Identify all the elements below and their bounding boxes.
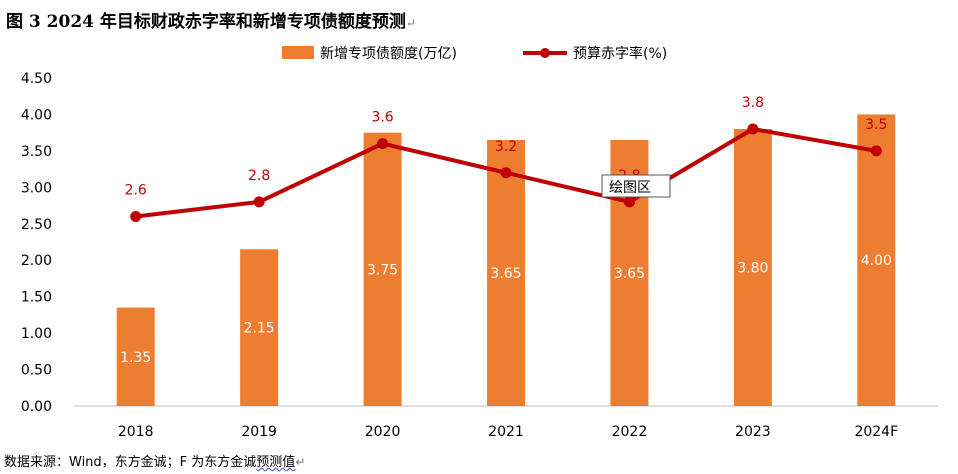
plot-area-tooltip: 绘图区 (601, 174, 671, 198)
bar-data-label: 4.00 (861, 253, 892, 269)
bar-data-label: 1.35 (120, 350, 151, 366)
line-point (253, 196, 265, 208)
source-prefix: 数据来源：Wind，东方金诚；F 为东方金诚 (4, 455, 257, 470)
bar-data-label: 2.15 (244, 321, 275, 337)
bar (487, 139, 525, 406)
bar (733, 129, 772, 406)
bar-data-label: 3.65 (614, 266, 645, 282)
line-point (130, 210, 142, 222)
legend-label-bar: 新增专项债额度(万亿) (320, 46, 457, 62)
legend-swatch-bar (282, 46, 314, 59)
y-tick-label: 3.00 (21, 180, 52, 196)
line-point (500, 167, 512, 179)
bar-data-label: 3.75 (367, 262, 398, 278)
bar (240, 249, 279, 406)
y-tick-label: 0.50 (21, 363, 52, 379)
line-point (747, 123, 759, 135)
paragraph-mark-icon: ↵ (405, 16, 416, 30)
bar-data-label: 3.80 (737, 261, 768, 277)
x-tick-label: 2022 (612, 424, 648, 440)
chart-area[interactable]: 新增专项债额度(万亿) 预算赤字率(%) 0.00 0.50 1.00 1.50 2.0… (0, 34, 958, 444)
source-underlined: 预测值 (256, 455, 296, 470)
x-tick-label: 2019 (241, 424, 277, 440)
line-data-label: 2.8 (248, 168, 270, 184)
y-tick-label: 1.00 (21, 326, 52, 342)
chart-svg: 新增专项债额度(万亿) 预算赤字率(%) 0.00 0.50 1.00 1.50 2.0… (21, 45, 938, 440)
bar-labels: 1.35 2.15 3.75 3.65 3.65 3.80 4.00 (120, 253, 892, 366)
y-tick-label: 0.00 (21, 399, 52, 415)
y-tick-label: 1.50 (21, 290, 52, 306)
bar (857, 114, 896, 406)
x-axis: 2018 2019 2020 2021 2022 2023 2024F (118, 424, 898, 440)
tooltip-text: 绘图区 (609, 180, 651, 196)
x-tick-label: 2018 (118, 424, 154, 440)
x-tick-label: 2023 (735, 424, 771, 440)
y-tick-label: 2.50 (21, 217, 52, 233)
y-tick-label: 3.50 (21, 144, 52, 160)
y-tick-label: 4.00 (21, 107, 52, 123)
y-tick-label: 4.50 (21, 71, 52, 87)
bar-series (116, 114, 896, 406)
line-data-label: 3.2 (495, 139, 517, 155)
line-point (377, 138, 389, 150)
legend-label-line: 预算赤字率(%) (573, 45, 667, 62)
line-data-label: 2.6 (125, 182, 147, 198)
line-point (870, 145, 882, 157)
x-tick-label: 2020 (365, 424, 401, 440)
bar-data-label: 3.65 (490, 266, 521, 282)
bar (363, 132, 402, 406)
y-axis: 0.00 0.50 1.00 1.50 2.00 2.50 3.00 3.50 4.00 4.50 (21, 71, 52, 415)
bar (116, 307, 155, 406)
y-tick-label: 2.00 (21, 253, 52, 269)
x-tick-label: 2021 (488, 424, 524, 440)
figure-title-text: 图 3 2024 年目标财政赤字率和新增专项债额度预测 (6, 12, 406, 32)
line-data-label: 3.8 (742, 95, 764, 111)
paragraph-mark-icon: ↵ (295, 455, 306, 469)
line-point (623, 196, 635, 208)
source-note: 数据来源：Wind，东方金诚；F 为东方金诚预测值↵ (4, 451, 305, 470)
line-series (130, 123, 882, 222)
tooltip-box (601, 174, 671, 198)
legend-swatch-marker (540, 48, 550, 58)
figure-title: 图 3 2024 年目标财政赤字率和新增专项债额度预测↵ (6, 7, 416, 32)
line-data-label: 3.5 (865, 117, 887, 133)
line-data-label: 3.6 (371, 110, 393, 126)
legend: 新增专项债额度(万亿) 预算赤字率(%) (282, 45, 667, 62)
x-tick-label: 2024F (854, 424, 898, 440)
